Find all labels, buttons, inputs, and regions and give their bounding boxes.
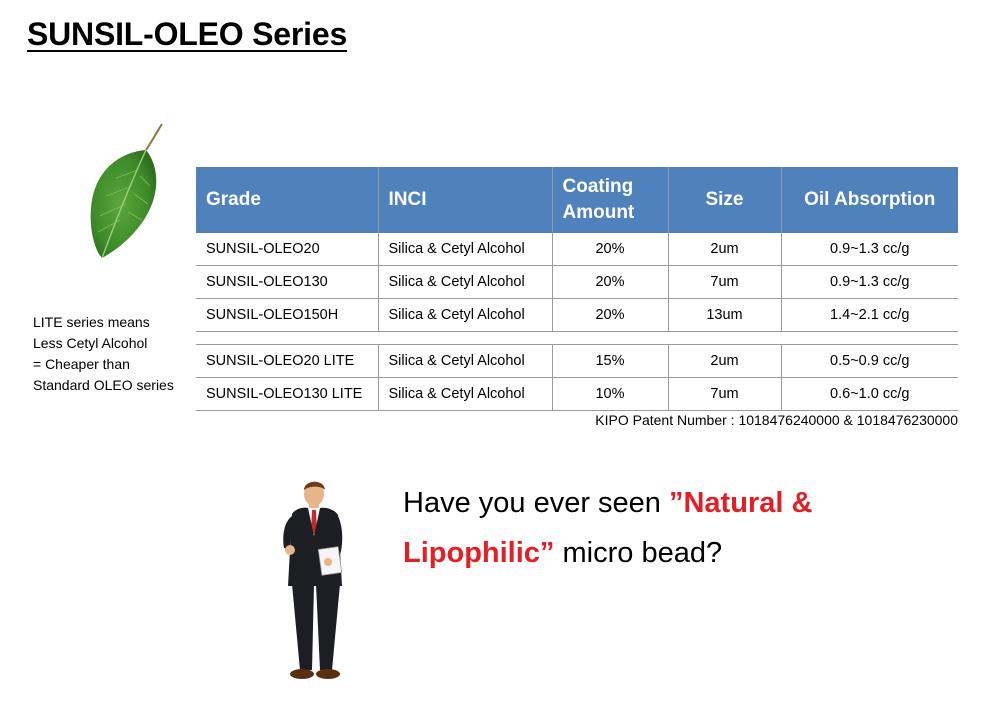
note-line: Standard OLEO series	[33, 377, 174, 393]
cell-coating: 20%	[551, 265, 668, 299]
header-grade: Grade	[196, 167, 378, 233]
cell-coating: 20%	[551, 233, 668, 266]
cell-inci: Silica & Cetyl Alcohol	[377, 233, 552, 266]
tagline-highlight: ”Natural &	[668, 487, 813, 519]
header-coating: Coating Amount	[551, 167, 668, 233]
cell-oil: 0.5~0.9 cc/g	[780, 344, 958, 378]
lite-series-note: LITE series means Less Cetyl Alcohol = C…	[33, 312, 174, 396]
patent-number: KIPO Patent Number : 1018476240000 & 101…	[595, 412, 958, 428]
table-row: SUNSIL-OLEO130 Silica & Cetyl Alcohol 20…	[196, 265, 958, 299]
header-oil-absorption: Oil Absorption	[780, 167, 958, 233]
header-coating-line1: Coating	[562, 176, 634, 197]
table-row: SUNSIL-OLEO130 LITE Silica & Cetyl Alcoh…	[196, 377, 958, 411]
businessman-icon	[283, 481, 343, 679]
table-row: SUNSIL-OLEO20 LITE Silica & Cetyl Alcoho…	[196, 344, 958, 378]
cell-oil: 0.9~1.3 cc/g	[780, 265, 958, 299]
cell-size: 2um	[667, 233, 781, 266]
note-line: = Cheaper than	[33, 356, 130, 372]
cell-oil: 0.6~1.0 cc/g	[780, 377, 958, 411]
cell-inci: Silica & Cetyl Alcohol	[377, 344, 552, 378]
cell-coating: 15%	[551, 344, 668, 378]
cell-coating: 10%	[551, 377, 668, 411]
cell-size: 7um	[667, 377, 781, 411]
cell-grade: SUNSIL-OLEO150H	[196, 298, 378, 332]
tagline-highlight: Lipophilic”	[403, 537, 555, 569]
header-coating-line2: Amount	[562, 202, 635, 223]
cell-grade: SUNSIL-OLEO20 LITE	[196, 344, 378, 378]
cell-grade: SUNSIL-OLEO130 LITE	[196, 377, 378, 411]
cell-oil: 1.4~2.1 cc/g	[780, 298, 958, 332]
cell-grade: SUNSIL-OLEO20	[196, 233, 378, 266]
cell-inci: Silica & Cetyl Alcohol	[377, 265, 552, 299]
slide-title: SUNSIL-OLEO Series	[27, 16, 348, 52]
note-line: LITE series means	[33, 314, 150, 330]
cell-coating: 20%	[551, 298, 668, 332]
tagline: Have you ever seen ”Natural & Lipophilic”…	[403, 478, 963, 578]
cell-grade: SUNSIL-OLEO130	[196, 265, 378, 299]
tagline-text: Have you ever seen	[403, 487, 669, 519]
grades-table: Grade INCI Coating Amount Size Oil Absorp…	[196, 167, 958, 411]
table-row: SUNSIL-OLEO20 Silica & Cetyl Alcohol 20%…	[196, 233, 958, 266]
cell-oil: 0.9~1.3 cc/g	[780, 233, 958, 266]
cell-size: 2um	[667, 344, 781, 378]
table-row: SUNSIL-OLEO150H Silica & Cetyl Alcohol 2…	[196, 298, 958, 332]
cell-inci: Silica & Cetyl Alcohol	[377, 377, 552, 411]
cell-size: 13um	[667, 298, 781, 332]
table-spacer-row	[196, 331, 958, 345]
cell-size: 7um	[667, 265, 781, 299]
table-header-row: Grade INCI Coating Amount Size Oil Absorp…	[196, 167, 958, 233]
header-size: Size	[667, 167, 781, 233]
leaf-icon	[90, 123, 163, 259]
note-line: Less Cetyl Alcohol	[33, 335, 148, 351]
tagline-text: micro bead?	[554, 537, 723, 569]
header-inci: INCI	[377, 167, 552, 233]
cell-inci: Silica & Cetyl Alcohol	[377, 298, 552, 332]
